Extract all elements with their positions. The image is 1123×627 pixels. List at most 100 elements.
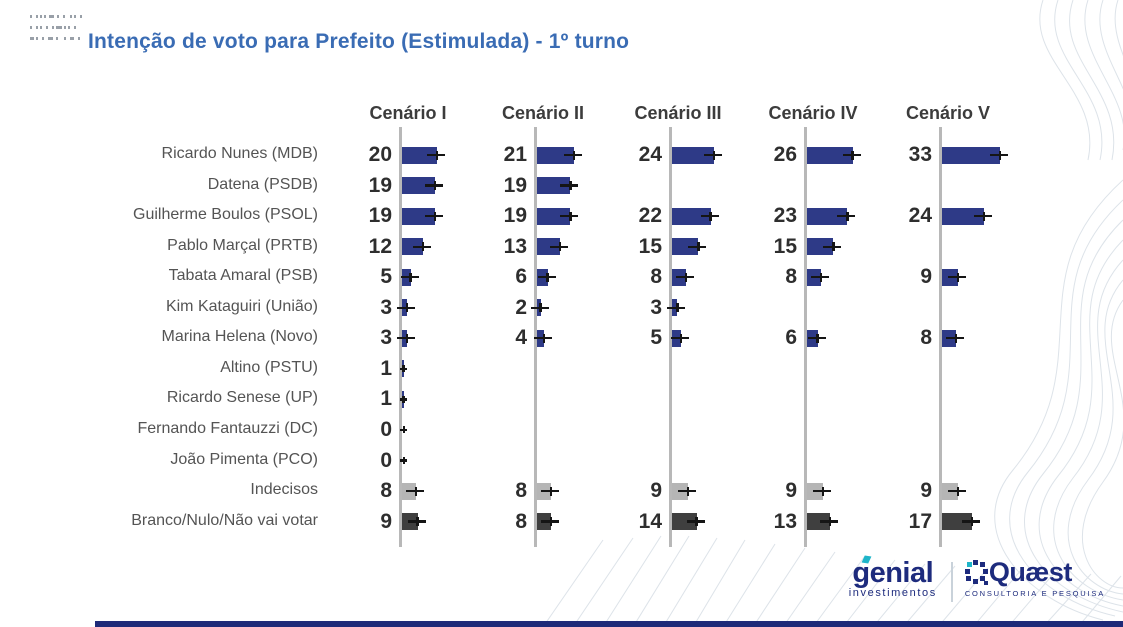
value-label: 24 <box>908 204 932 228</box>
error-bar-cap <box>405 333 409 343</box>
value-label: 0 <box>380 448 392 472</box>
value-label: 6 <box>515 265 527 289</box>
genial-logo: genial investimentos <box>849 555 951 599</box>
error-bar-cap <box>421 242 425 252</box>
scenario-header: Cenário IV <box>768 103 858 123</box>
value-label: 8 <box>515 509 527 533</box>
error-bar-cap <box>712 150 716 160</box>
value-label: 3 <box>380 295 392 319</box>
candidate-label: Datena (PSDB) <box>207 175 318 193</box>
error-bar-cap <box>546 272 549 282</box>
value-label: 8 <box>515 479 527 503</box>
error-bar-cap <box>416 517 419 527</box>
scenario-header: Cenário I <box>369 103 447 123</box>
logo-divider <box>950 562 953 602</box>
dash-pattern-decoration <box>30 15 82 40</box>
value-label: 8 <box>380 479 392 503</box>
value-label: 21 <box>503 143 527 166</box>
error-bar-cap <box>435 150 439 160</box>
bar <box>672 207 711 225</box>
bar <box>402 207 436 225</box>
bar <box>807 513 830 531</box>
error-bar-cap <box>697 242 700 252</box>
candidate-label: Indecisos <box>250 481 318 499</box>
value-label: 24 <box>638 143 662 166</box>
error-bar-cap <box>982 211 986 221</box>
bar <box>672 146 714 164</box>
error-bar-cap <box>679 333 683 343</box>
quaest-logo: Quæst CONSULTORIA E PESQUISA <box>964 559 1105 598</box>
candidate-label: Altino (PSTU) <box>220 358 318 376</box>
footer-logos: genial investimentos Quæst CONSULTORIA E… <box>849 555 1105 612</box>
bar <box>537 238 560 256</box>
value-label: 13 <box>503 234 527 258</box>
candidate-label: Ricardo Nunes (MDB) <box>161 145 318 162</box>
value-label: 9 <box>650 479 662 503</box>
bar <box>537 207 571 225</box>
candidate-label: Fernando Fantauzzi (DC) <box>137 419 318 437</box>
candidate-label: João Pimenta (PCO) <box>170 450 318 468</box>
value-label: 17 <box>908 509 932 533</box>
value-label: 23 <box>773 204 797 228</box>
scenario-header: Cenário V <box>905 103 991 123</box>
value-label: 3 <box>380 326 392 350</box>
candidate-label: Tabata Amaral (PSB) <box>168 267 318 285</box>
value-label: 19 <box>368 173 392 197</box>
value-label: 8 <box>920 326 932 350</box>
error-bar-cap <box>409 272 412 282</box>
axis-line <box>939 127 942 547</box>
error-bar-cap <box>402 457 406 464</box>
error-bar-cap <box>433 211 437 221</box>
error-bar-cap <box>402 426 406 434</box>
value-label: 9 <box>920 479 932 503</box>
value-label: 14 <box>638 509 662 533</box>
bar <box>537 177 571 195</box>
error-bar-cap <box>549 486 553 496</box>
bar <box>672 513 697 531</box>
value-label: 6 <box>785 326 797 350</box>
error-bar-cap <box>539 303 542 313</box>
candidate-label: Guilherme Boulos (PSOL) <box>133 206 318 224</box>
bar <box>807 146 853 164</box>
value-label: 2 <box>515 295 527 319</box>
error-bar-cap <box>542 333 546 343</box>
value-label: 19 <box>368 204 392 228</box>
axis-line <box>399 127 402 547</box>
value-label: 13 <box>773 509 797 533</box>
value-label: 33 <box>908 143 932 166</box>
bar <box>807 207 848 225</box>
value-label: 9 <box>785 479 797 503</box>
value-label: 12 <box>368 234 392 258</box>
bar <box>807 238 834 256</box>
error-bar-cap <box>970 517 974 527</box>
candidate-label: Branco/Nulo/Não vai votar <box>131 511 318 529</box>
axis-line <box>804 127 807 547</box>
error-bar-cap <box>569 181 572 191</box>
error-bar-cap <box>709 211 712 221</box>
error-bar-cap <box>549 517 553 527</box>
error-bar-cap <box>676 303 679 313</box>
value-label: 8 <box>650 265 662 289</box>
value-label: 22 <box>638 204 662 228</box>
bar <box>402 238 423 256</box>
value-label: 26 <box>773 143 797 166</box>
error-bar-cap <box>569 211 572 221</box>
error-bar-cap <box>821 486 825 496</box>
quaest-q-icon <box>964 560 988 585</box>
error-bar-cap <box>572 150 576 160</box>
error-bar-cap <box>832 242 835 252</box>
error-bar-cap <box>414 486 418 496</box>
error-bar-cap <box>695 517 698 527</box>
axis-line <box>669 127 672 547</box>
value-label: 5 <box>650 326 662 350</box>
bar <box>402 177 436 195</box>
quaest-subtitle: CONSULTORIA E PESQUISA <box>964 589 1105 598</box>
candidate-label: Kim Kataguiri (União) <box>165 297 318 315</box>
error-bar-cap <box>956 272 960 282</box>
bar <box>672 238 699 256</box>
error-bar-cap <box>954 333 958 343</box>
footer-accent-bar <box>95 621 1123 627</box>
value-label: 8 <box>785 265 797 289</box>
